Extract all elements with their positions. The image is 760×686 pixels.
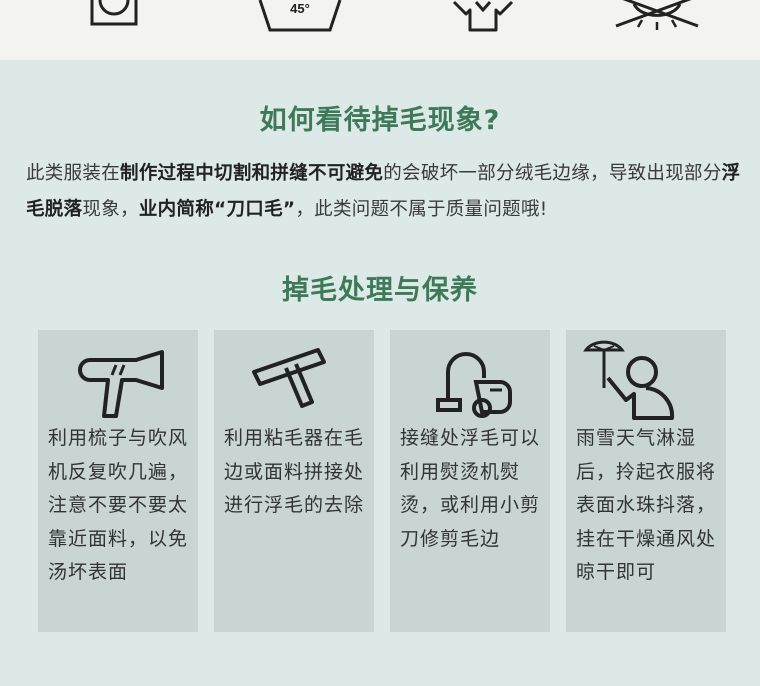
care-card-text: 利用梳子与吹风机反复吹几遍，注意不要不要太靠近面料，以免汤坏表面: [48, 427, 189, 583]
explanation-text: 此类服装在: [26, 163, 121, 184]
do-not-dry-icon: [612, 0, 702, 34]
wash-temperature-icon: 45°: [258, 0, 342, 34]
care-icons-strip: 45°: [0, 0, 760, 60]
explanation-text: ，此类问题不属于质量问题哦!: [295, 199, 548, 220]
care-card-hair-dryer: 利用梳子与吹风机反复吹几遍，注意不要不要太靠近面料，以免汤坏表面: [38, 330, 198, 632]
lint-roller-icon: [214, 338, 374, 430]
shedding-explanation: 此类服装在制作过程中切割和拼缝不可避免的会破坏一部分绒毛边缘，导致出现部分浮毛脱…: [26, 156, 741, 228]
tumble-dry-icon: [88, 0, 140, 32]
explanation-bold: 浮毛脱落: [26, 163, 741, 220]
care-card-text: 雨雪天气淋湿后，拎起衣服将表面水珠抖落，挂在干燥通风处晾干即可: [576, 427, 717, 583]
section-title-shedding: 如何看待掉毛现象?: [259, 105, 501, 136]
umbrella-person-icon: [566, 338, 726, 430]
explanation-text: 的会破坏一部分绒毛边缘，导致出现部分: [383, 163, 722, 184]
care-card-lint-roller: 利用粘毛器在毛边或面料拼接处进行浮毛的去除: [214, 330, 374, 632]
shirt-icon: [452, 0, 514, 32]
care-card-text: 利用粘毛器在毛边或面料拼接处进行浮毛的去除: [224, 427, 365, 516]
hair-dryer-icon: [38, 338, 198, 430]
care-card-steam-iron: 接缝处浮毛可以利用熨烫机熨烫，或利用小剪刀修剪毛边: [390, 330, 550, 632]
care-card-text: 接缝处浮毛可以利用熨烫机熨烫，或利用小剪刀修剪毛边: [400, 427, 541, 550]
care-card-rain: 雨雪天气淋湿后，拎起衣服将表面水珠抖落，挂在干燥通风处晾干即可: [566, 330, 726, 632]
section-title-care: 掉毛处理与保养: [282, 275, 478, 306]
steam-iron-icon: [390, 338, 550, 430]
explanation-bold: 业内简称“刀口毛”: [138, 199, 296, 220]
wash-temperature-label: 45°: [290, 1, 310, 16]
explanation-text: 现象，: [82, 199, 139, 220]
explanation-bold: 制作过程中切割和拼缝不可避免: [120, 163, 384, 184]
